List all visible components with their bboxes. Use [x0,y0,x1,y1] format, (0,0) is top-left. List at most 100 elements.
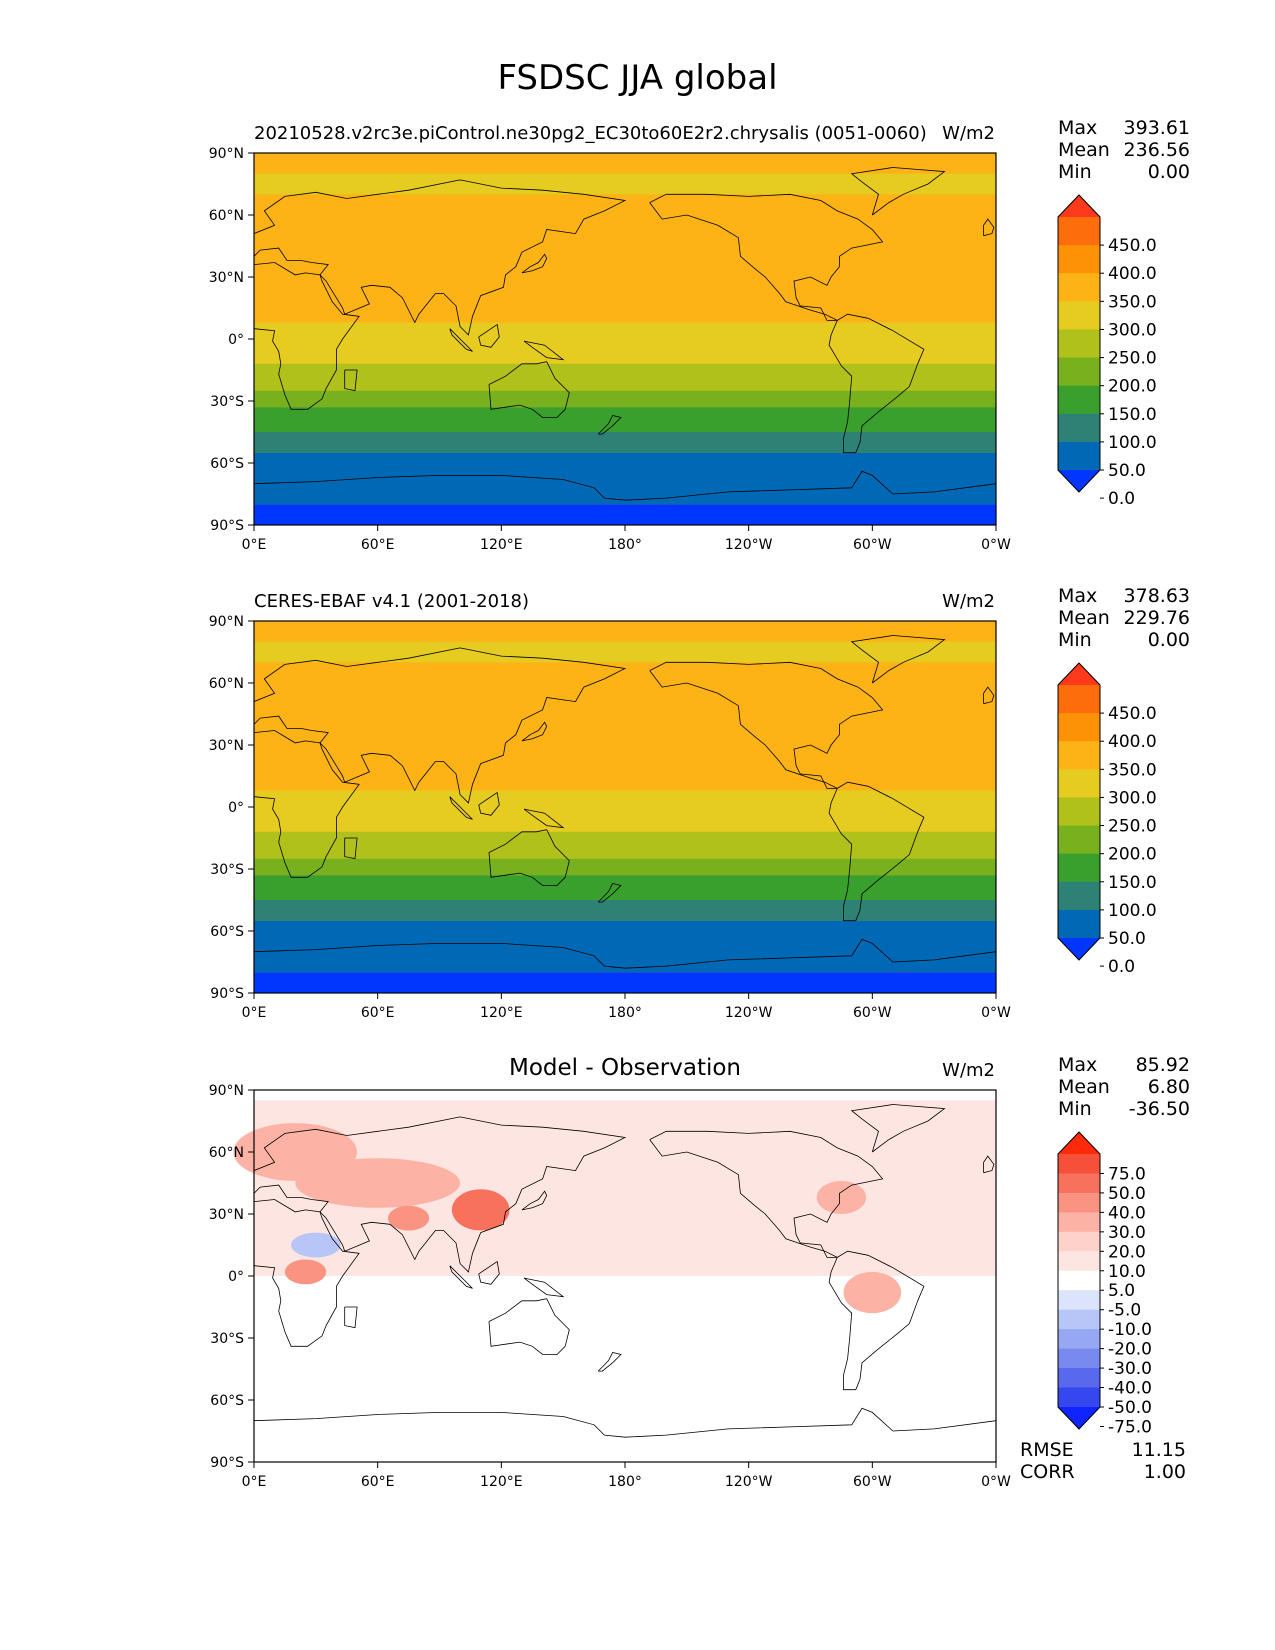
colorbar-segment [1058,1212,1100,1233]
colorbar-segment [1058,329,1100,359]
colorbar-label: -40.0 [1108,1379,1152,1399]
colorbar-segment [1058,217,1100,246]
anomaly-blob [451,1189,510,1231]
coastline [597,1352,622,1372]
colorbar-extend-top [1058,1132,1100,1154]
colorbar-label: -20.0 [1108,1340,1152,1360]
coastline [983,686,995,705]
coastline [488,1298,570,1355]
lon-tick-label: 0°W [981,1005,1011,1021]
lat-band [254,153,996,174]
lat-band [254,621,996,642]
colorbar-extend-top [1058,663,1100,685]
lat-band [254,831,996,859]
colorbar-label: 300.0 [1108,788,1157,808]
coastline [649,661,884,789]
colorbar-label: 350.0 [1108,760,1157,780]
lat-tick-label: 90°N [209,146,244,162]
lon-tick-label: 120°E [480,1005,523,1021]
coastline [478,323,500,348]
colorbar-label: 0.0 [1108,957,1135,977]
colorbar-label: 150.0 [1108,873,1157,893]
colorbar-segment [1058,245,1100,274]
lon-tick-label: 120°W [725,1005,773,1021]
map-background [254,153,996,525]
lat-tick-label: 60°N [209,676,244,692]
coastline [597,415,622,435]
panel-3-units: W/m2 [942,1060,995,1081]
colorbar-segment [1058,301,1100,330]
colorbar-label: 20.0 [1108,1242,1146,1262]
colorbar-label: 0.0 [1108,489,1135,509]
colorbar-segment [1058,825,1100,855]
lon-tick-label: 0°W [981,1474,1011,1490]
colorbar-label: -50.0 [1108,1398,1152,1418]
panel-3-stat-mean: Mean 6.80 [1058,1076,1190,1098]
lon-tick-label: 60°W [853,537,892,553]
lat-tick-label: 60°S [210,1393,244,1409]
coastline [253,938,997,969]
lat-tick-label: 90°S [210,1455,244,1471]
colorbar-extend-top [1058,195,1100,217]
colorbar-label: 350.0 [1108,292,1157,312]
coastline [523,340,565,361]
coastline [850,1104,946,1153]
panel-2-stat-mean: Mean 229.76 [1058,607,1190,629]
lat-tick-label: 60°N [209,1145,244,1161]
colorbar-segment [1058,1309,1100,1330]
colorbar-segment [1058,1348,1100,1369]
lat-tick-label: 30°S [210,1331,244,1347]
coastline [523,1277,565,1298]
lat-band [254,452,996,505]
lat-tick-label: 90°S [210,986,244,1002]
lon-tick-label: 60°E [361,1474,395,1490]
colorbar-segment [1058,881,1100,911]
colorbar-label: 30.0 [1108,1223,1146,1243]
lat-tick-label: 0° [228,1269,244,1285]
coastline [828,781,925,922]
panel-3-stat-min: Min -36.50 [1058,1098,1190,1120]
coastline [344,837,358,860]
coastline [828,313,925,454]
lon-tick-label: 120°W [725,537,773,553]
colorbar-label: 100.0 [1108,901,1157,921]
colorbar-outline [1057,194,1101,493]
lat-tick-label: 30°S [210,394,244,410]
anomaly-blob [843,1271,902,1314]
colorbar-label: 200.0 [1108,377,1157,397]
colorbar-segment [1058,1231,1100,1252]
colorbar-outline [1057,1131,1101,1430]
colorbar-label: 100.0 [1108,433,1157,453]
colorbar-extend-bottom [1058,1407,1100,1429]
colorbar-segment [1058,797,1100,827]
lat-band [254,504,996,525]
lat-tick-label: 0° [228,800,244,816]
lat-band [254,363,996,391]
anomaly-blob [284,1259,327,1285]
lat-band [254,875,996,900]
lat-band [254,858,996,876]
colorbar-segment [1058,909,1100,939]
colorbar-label: 450.0 [1108,704,1157,724]
lat-band [254,790,996,832]
coastline [449,796,473,820]
lat-band [254,900,996,921]
lat-band [254,322,996,364]
lon-tick-label: 0°W [981,537,1011,553]
coastline [521,721,548,742]
panel-1-stat-min: Min 0.00 [1058,161,1190,183]
colorbar-3: 75.050.040.030.020.010.05.0-5.0-10.0-20.… [1057,1131,1152,1437]
panel-3-corr: CORR 1.00 [1020,1461,1186,1483]
lat-tick-label: 60°S [210,456,244,472]
coastline [521,253,548,274]
map-panel-3: 90°N 60°N 30°N 0° 30°S 60°S 90°S 0°E 60°E 120°E 18… [209,1083,1011,1490]
panel-3-rmse: RMSE 11.15 [1020,1439,1186,1461]
lat-tick-label: 30°N [209,1207,244,1223]
colorbar-label: 400.0 [1108,264,1157,284]
colorbar-label: -30.0 [1108,1359,1152,1379]
colorbar-extend-bottom [1058,938,1100,960]
lat-band [254,972,996,993]
colorbar-segment [1058,385,1100,415]
map-panel-2: 90°N 60°N 30°N 0° 30°S 60°S 90°S 0°E 60°E 120°E 18… [209,614,1011,1021]
